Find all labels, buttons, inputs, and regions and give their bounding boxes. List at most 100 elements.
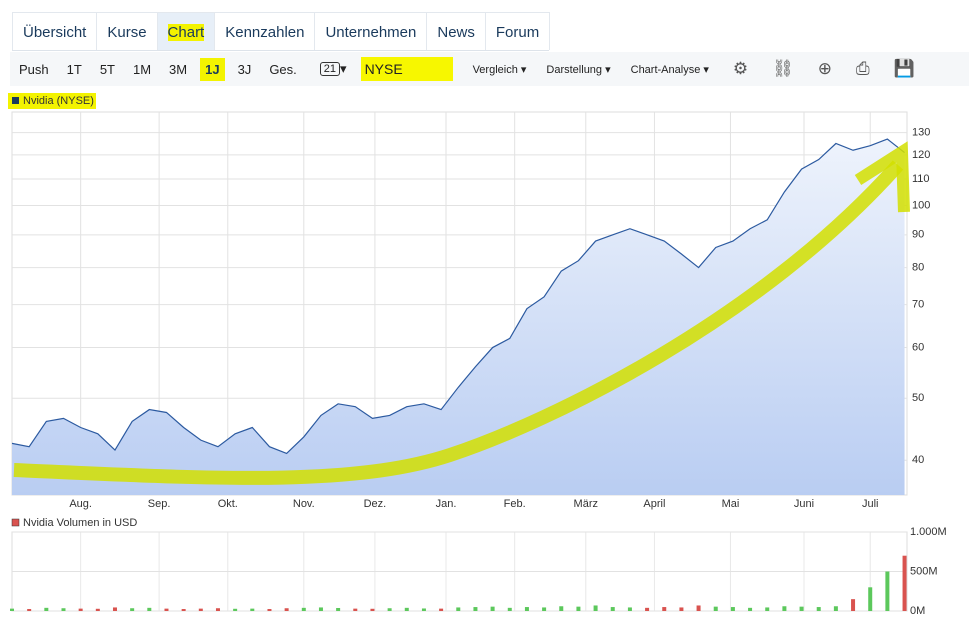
volume-bar — [679, 607, 684, 611]
volume-bar — [215, 608, 220, 611]
menu-label: Chart-Analyse — [630, 63, 701, 76]
volume-bar — [284, 608, 289, 611]
volume-bar — [799, 606, 804, 611]
volume-bar — [868, 587, 873, 611]
volume-bar — [542, 607, 547, 611]
menu[interactable]: Vergleich ▾ — [473, 63, 527, 76]
menu-label: Darstellung — [546, 63, 603, 76]
x-tick-label: Dez. — [364, 498, 387, 510]
exchange-select[interactable]: NYSE — [360, 57, 453, 81]
dropdown-caret: ▾ — [340, 61, 347, 76]
price-area — [12, 139, 905, 495]
range-button[interactable]: 1M — [132, 61, 152, 77]
calendar-day: 21 — [323, 63, 337, 75]
volume-bar — [748, 607, 753, 611]
x-tick-label: Nov. — [293, 498, 315, 510]
volume-bar — [627, 607, 632, 611]
y-tick-label: 1.000M — [910, 526, 947, 538]
x-tick-label: April — [643, 498, 665, 510]
tab-bar: Übersicht Kurse Chart Kennzahlen Unternehmen… — [12, 12, 551, 51]
range-button[interactable]: 1T — [66, 61, 82, 77]
menu[interactable]: Chart-Analyse ▾ — [631, 63, 709, 76]
tab[interactable]: Chart — [156, 12, 216, 50]
volume-bar — [198, 608, 203, 611]
volume-bar — [421, 608, 426, 611]
toolbar-icon[interactable]: ⎙ — [856, 59, 870, 78]
volume-bar — [456, 607, 461, 611]
volume-bar — [267, 609, 272, 611]
tab-label: Kurse — [107, 24, 147, 41]
volume-bar — [713, 606, 718, 611]
range-button[interactable]: 5T — [99, 61, 115, 77]
tab-label: News — [437, 24, 475, 41]
toolbar-icon[interactable]: ⚙ — [732, 59, 749, 78]
y-tick-label: 130 — [912, 127, 930, 139]
caret: ▾ — [700, 63, 709, 76]
calendar-button[interactable]: 21 — [319, 62, 341, 76]
volume-bar — [233, 608, 238, 611]
x-tick-label: Juni — [794, 498, 814, 510]
tab-label: Unternehmen — [325, 24, 417, 41]
y-tick-label: 90 — [912, 229, 924, 241]
tab[interactable]: Forum — [484, 12, 551, 50]
tab-label: Forum — [495, 24, 540, 41]
toolbar-icon[interactable]: ⛓ — [772, 59, 794, 78]
volume-bar — [301, 607, 306, 611]
legend-swatch — [11, 518, 20, 527]
menu[interactable]: Darstellung ▾ — [546, 63, 610, 76]
volume-bar — [782, 606, 787, 611]
legend-label: Nvidia (NYSE) — [23, 95, 94, 107]
legend-highlight — [8, 93, 96, 109]
volume-bar — [696, 605, 701, 611]
range-button[interactable]: 3J — [237, 61, 252, 77]
volume-bar — [833, 606, 838, 611]
volume-bar — [112, 607, 117, 611]
volume-bar — [662, 607, 667, 611]
tab-label: Chart — [167, 24, 205, 41]
toolbar-icon[interactable]: 💾 — [893, 59, 915, 78]
caret: ▾ — [517, 63, 527, 76]
volume-bar — [765, 607, 770, 611]
x-tick-label: Feb. — [504, 498, 526, 510]
range-button[interactable]: 3M — [169, 61, 188, 77]
annotation-arrow — [13, 160, 904, 485]
x-tick-label: Sep. — [148, 498, 171, 510]
volume-bar — [507, 607, 512, 611]
volume-bar — [593, 605, 598, 611]
volume-bar — [318, 607, 323, 611]
y-tick-label: 120 — [912, 149, 930, 161]
exchange-label: NYSE — [364, 61, 403, 77]
y-tick-label: 100 — [912, 199, 930, 211]
x-tick-label: Mai — [722, 498, 740, 510]
range-button[interactable]: Push — [19, 61, 49, 77]
volume-bar — [524, 607, 529, 611]
tab-label: Kennzahlen — [225, 24, 305, 41]
toolbar-icon[interactable]: ⊕ — [817, 59, 832, 78]
y-tick-label: 500M — [910, 565, 938, 577]
menu-label: Vergleich — [472, 63, 518, 76]
volume-bar — [885, 571, 890, 611]
price-line — [11, 138, 905, 455]
volume-bar — [730, 607, 735, 611]
volume-bar — [44, 607, 49, 611]
volume-bar — [10, 608, 14, 611]
volume-bar — [130, 608, 135, 611]
tab-label: Übersicht — [23, 24, 87, 41]
volume-bar — [576, 606, 581, 611]
legend-label: Nvidia Volumen in USD — [23, 517, 137, 529]
volume-bar — [147, 607, 152, 611]
x-tick-label: März — [574, 498, 598, 510]
caret: ▾ — [602, 63, 611, 76]
range-button[interactable]: Ges. — [269, 61, 297, 77]
volume-bar — [250, 608, 255, 611]
volume-bar — [181, 609, 186, 611]
volume-bar — [902, 555, 907, 611]
y-tick-label: 80 — [912, 261, 924, 273]
annotation-arrowhead — [854, 141, 910, 213]
range-button[interactable]: 1J — [200, 57, 225, 81]
volume-bar — [610, 607, 615, 611]
volume-bar — [404, 607, 409, 611]
x-tick-label: Jan. — [436, 498, 457, 510]
